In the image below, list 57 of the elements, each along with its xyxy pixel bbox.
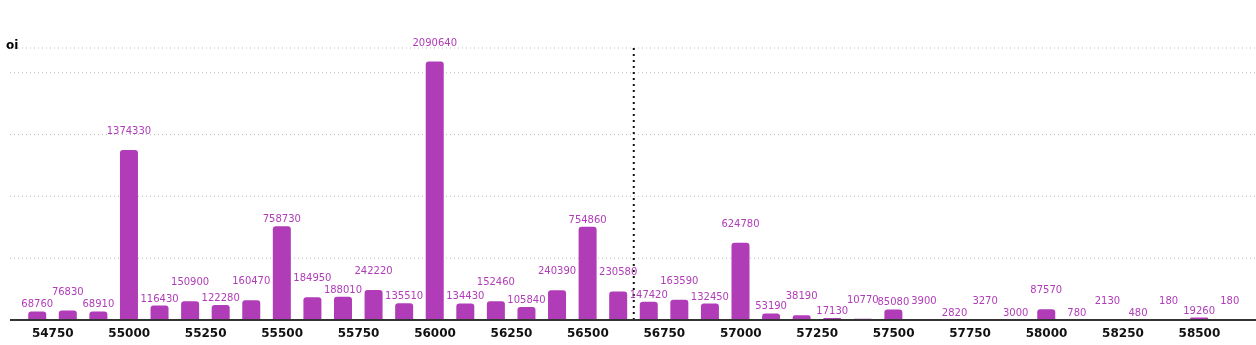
x-tick-label: 57750 bbox=[949, 325, 991, 340]
x-tick-label: 57250 bbox=[796, 325, 839, 340]
data-label: 163590 bbox=[660, 274, 699, 286]
data-label: 1374330 bbox=[106, 125, 152, 137]
data-label: 230580 bbox=[599, 266, 638, 278]
x-tick-label: 58500 bbox=[1178, 325, 1221, 340]
data-label: 132450 bbox=[690, 290, 730, 302]
data-label: 122280 bbox=[201, 291, 240, 303]
x-tick-label: 56750 bbox=[643, 325, 686, 340]
data-label: 780 bbox=[1067, 306, 1087, 318]
data-label: 116430 bbox=[140, 292, 179, 304]
x-tick-label: 56250 bbox=[490, 325, 533, 340]
data-label: 242220 bbox=[354, 265, 393, 277]
data-label: 68910 bbox=[82, 298, 115, 310]
data-label: 85080 bbox=[877, 296, 910, 308]
data-label: 17130 bbox=[816, 304, 849, 316]
x-tick-label: 58000 bbox=[1025, 325, 1068, 340]
x-tick-label: 55750 bbox=[337, 325, 380, 340]
data-label: 160470 bbox=[232, 275, 271, 287]
data-label: 758730 bbox=[262, 213, 301, 225]
x-tick-label: 58250 bbox=[1102, 325, 1144, 340]
data-label: 480 bbox=[1128, 306, 1148, 318]
data-label: 188010 bbox=[323, 283, 363, 295]
x-tick-label: 56500 bbox=[567, 325, 609, 340]
x-tick-label: 54750 bbox=[31, 325, 74, 340]
data-label: 134430 bbox=[446, 290, 485, 302]
x-tick-label: 57000 bbox=[719, 325, 762, 340]
x-tick-label: 57500 bbox=[872, 325, 915, 340]
x-tick-label: 55000 bbox=[108, 325, 151, 340]
data-label: 2130 bbox=[1094, 294, 1121, 306]
data-label: 3000 bbox=[1002, 306, 1029, 318]
data-label: 240390 bbox=[537, 265, 577, 277]
data-label: 76830 bbox=[51, 285, 84, 297]
data-label: 87570 bbox=[1030, 284, 1063, 296]
data-label: 184950 bbox=[293, 272, 332, 284]
data-label: 38190 bbox=[785, 290, 818, 302]
data-label: 19260 bbox=[1183, 304, 1216, 316]
data-label: 3270 bbox=[972, 294, 998, 306]
data-label: 152460 bbox=[476, 276, 515, 288]
data-label: 147420 bbox=[629, 288, 668, 300]
y-axis-title: oi bbox=[6, 38, 19, 52]
data-label: 53190 bbox=[755, 300, 787, 312]
data-label: 135510 bbox=[385, 290, 424, 302]
data-label: 68760 bbox=[21, 298, 54, 310]
data-label: 624780 bbox=[721, 217, 760, 229]
x-tick-label: 55500 bbox=[261, 325, 304, 340]
data-label: 3900 bbox=[911, 294, 937, 306]
data-label: 2090640 bbox=[412, 36, 457, 48]
x-tick-label: 56000 bbox=[414, 325, 456, 340]
data-label: 150900 bbox=[171, 276, 210, 288]
data-label: 2820 bbox=[941, 306, 968, 318]
data-label: 180 bbox=[1220, 294, 1240, 306]
data-label: 105840 bbox=[507, 293, 546, 305]
data-label: 10770 bbox=[846, 293, 879, 305]
data-label: 180 bbox=[1159, 294, 1179, 306]
data-label: 754860 bbox=[568, 213, 607, 225]
x-tick-label: 55250 bbox=[184, 325, 227, 340]
